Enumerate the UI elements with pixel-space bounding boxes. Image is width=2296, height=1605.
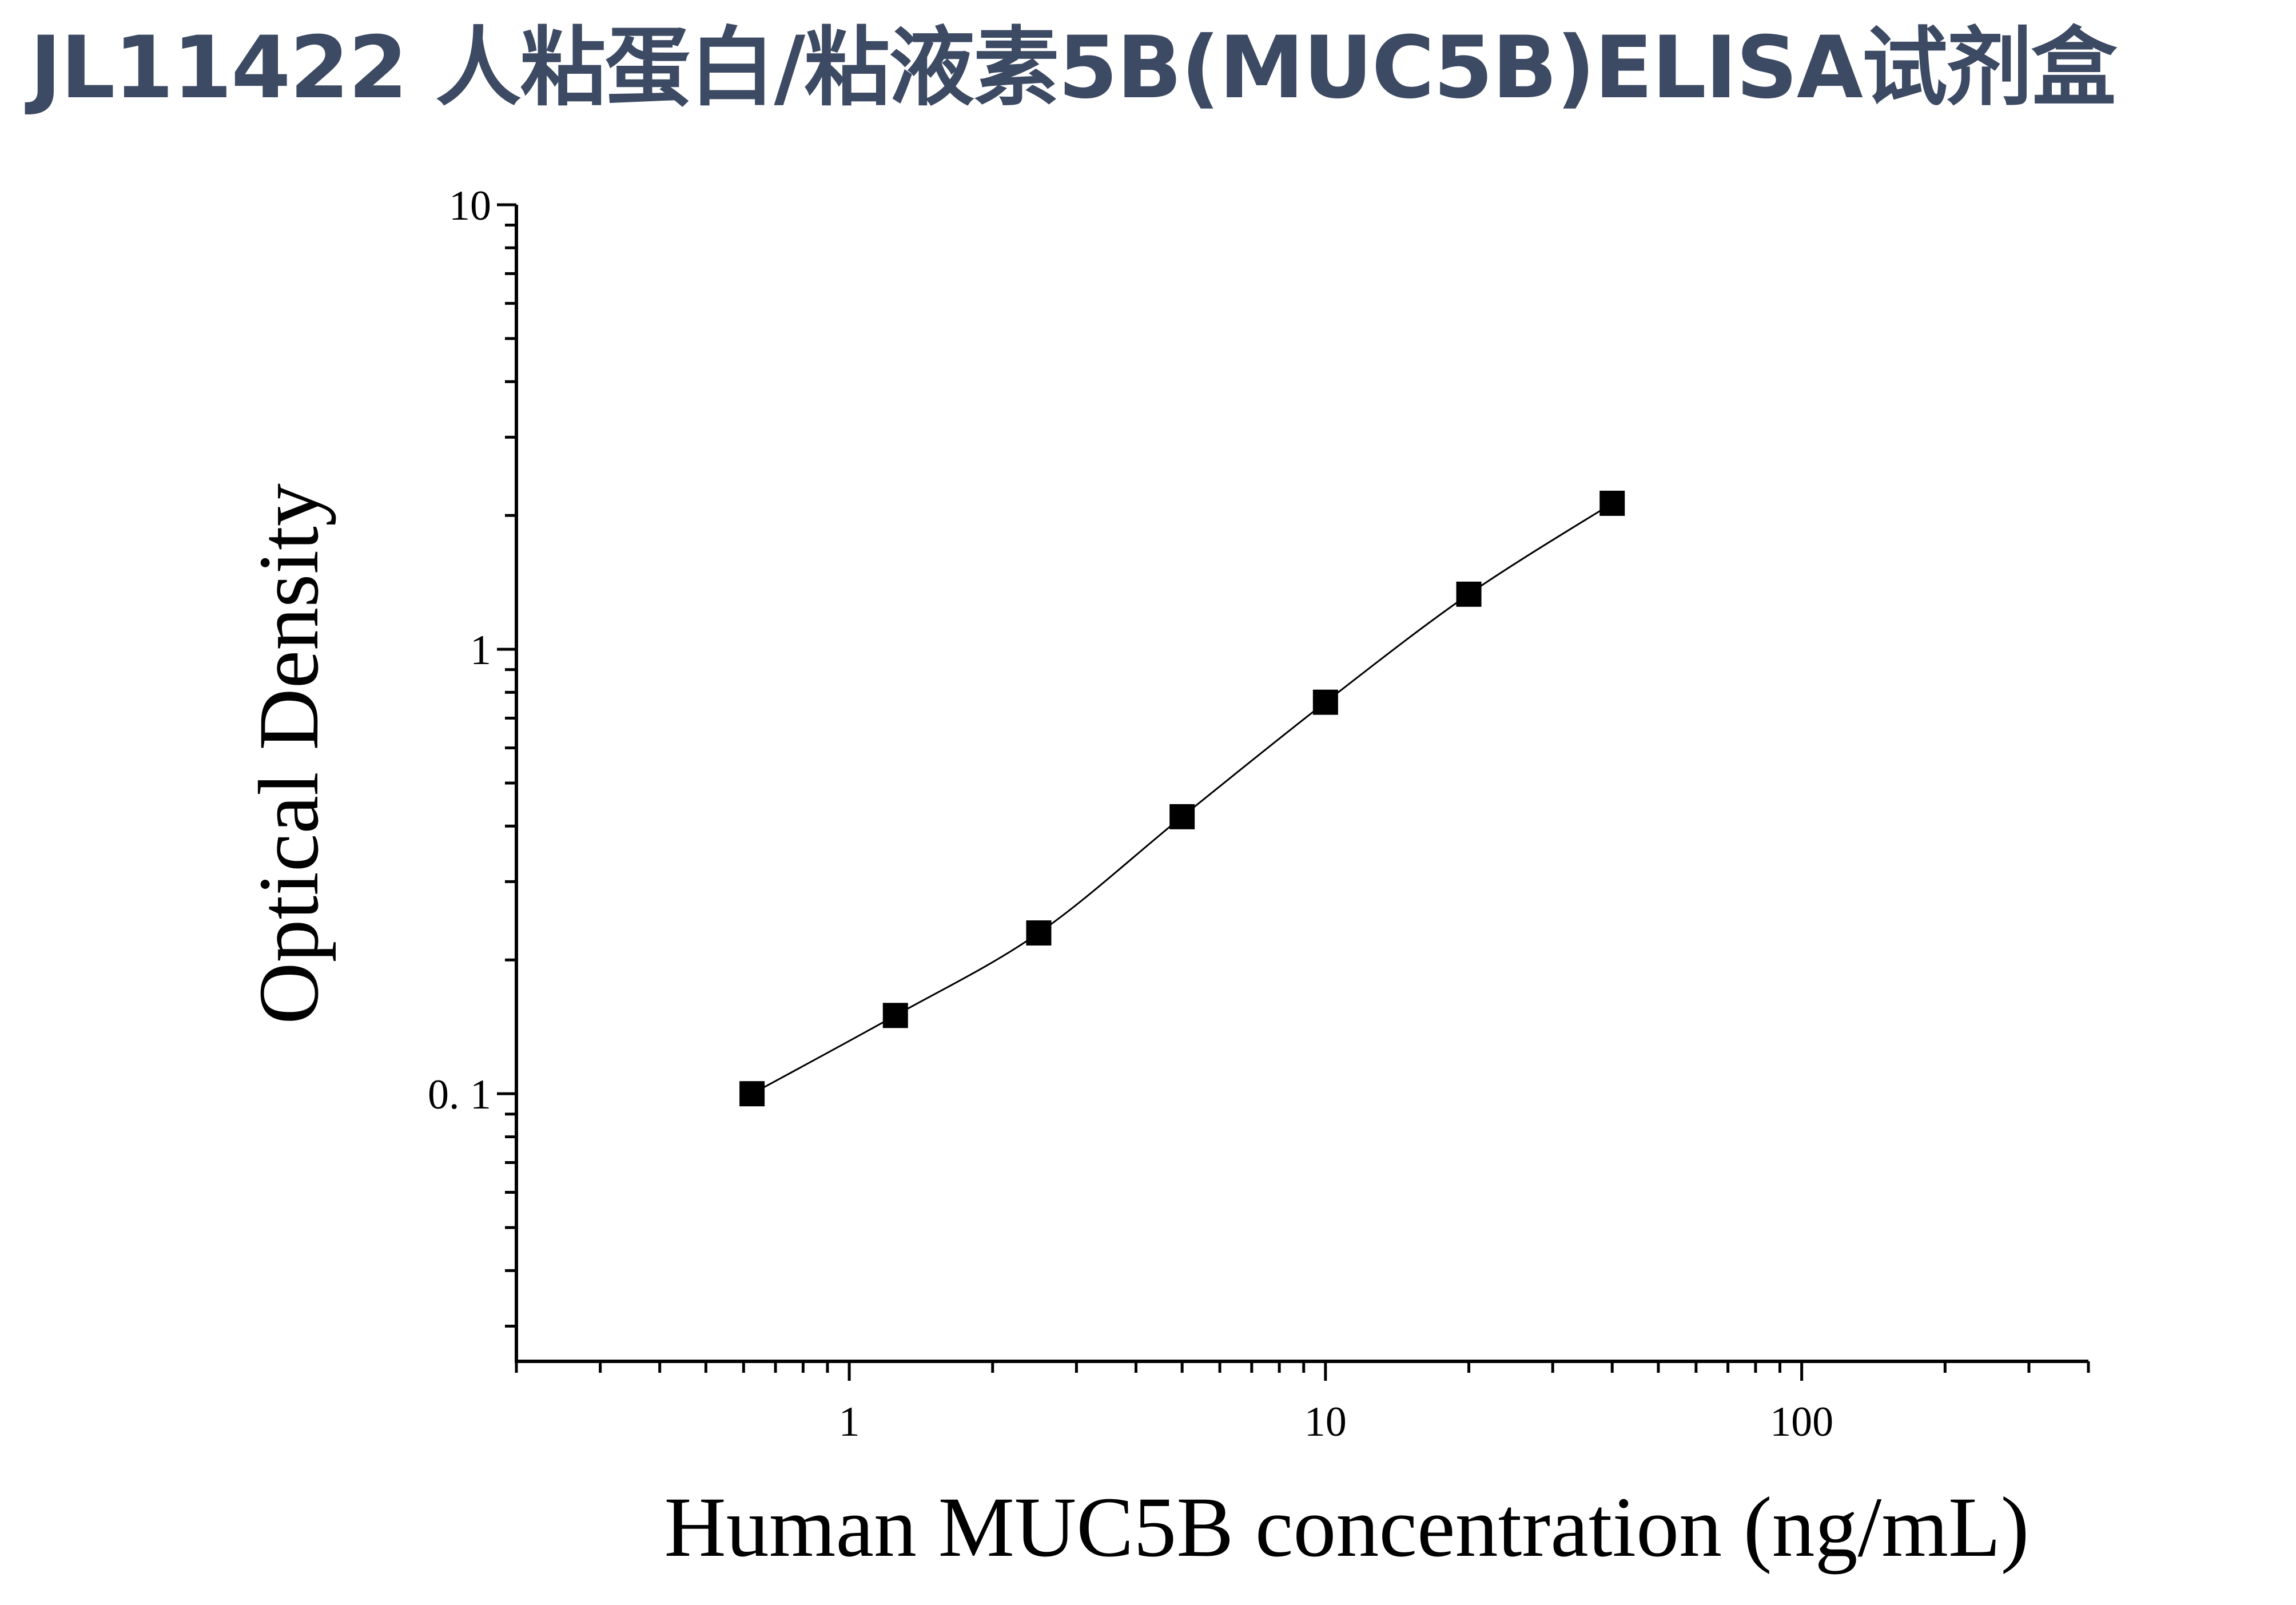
y-axis-label: Optical Density: [241, 483, 336, 1024]
data-point: [1169, 804, 1195, 829]
y-tick-label: 1: [470, 627, 491, 674]
x-axis-label: Human MUC5B concentration (ng/mL): [664, 1480, 2029, 1575]
y-axis: 0. 1 1 10: [428, 182, 518, 1363]
data-point: [1599, 490, 1625, 516]
page-title: JL11422 人粘蛋白/粘液素5B(MUC5B)ELISA试剂盒: [30, 18, 2117, 118]
fit-curve-line: [751, 502, 1613, 1095]
data-point: [1456, 581, 1482, 607]
x-tick-label: 10: [1304, 1399, 1347, 1445]
data-point: [1026, 920, 1052, 946]
data-point: [739, 1081, 765, 1107]
data-point: [1312, 689, 1338, 715]
x-axis: 1 10 100: [515, 1360, 2090, 1445]
fit-curve: [751, 502, 1613, 1095]
y-tick-label: 10: [449, 182, 491, 229]
y-tick-label: 0. 1: [428, 1071, 491, 1118]
data-points: [739, 490, 1625, 1107]
x-tick-label: 100: [1770, 1399, 1833, 1445]
data-point: [882, 1003, 908, 1028]
x-tick-label: 1: [839, 1399, 860, 1445]
